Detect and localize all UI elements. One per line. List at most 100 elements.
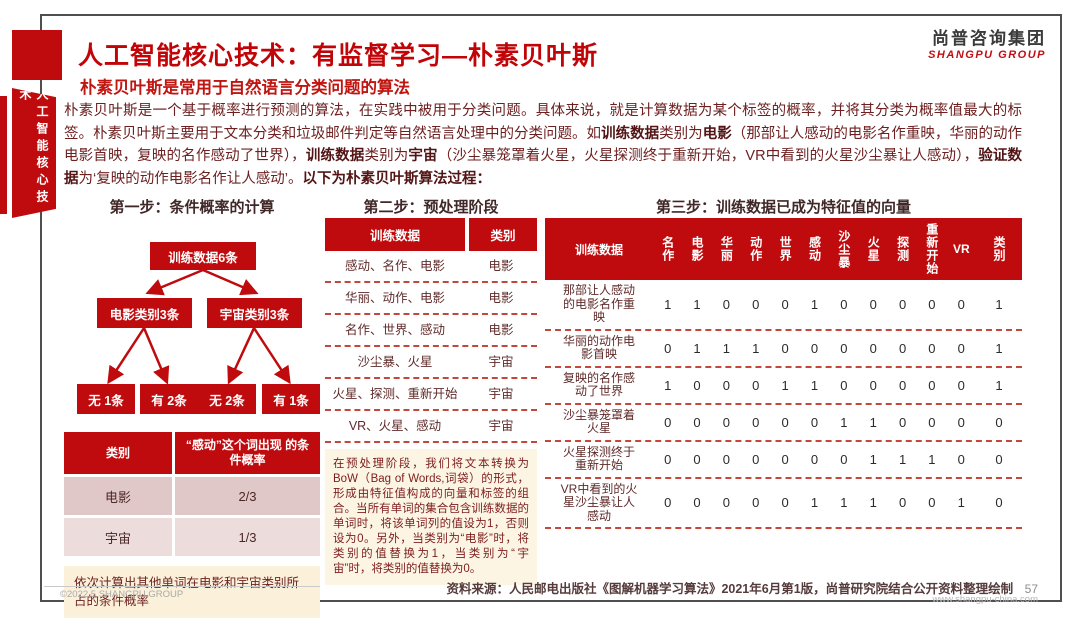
step2-note: 在预处理阶段，我们将文本转换为BoW（Bag of Words,词袋）的形式，形… [325, 449, 537, 585]
table-cell: 宇宙 [488, 418, 514, 433]
matrix-row-label: 沙尘暴笼罩着火星 [562, 407, 635, 435]
matrix-class-cell: 0 [995, 451, 1003, 467]
matrix-value-cell: 0 [722, 495, 731, 511]
table-row: 沙尘暴、火星 宇宙 [325, 347, 537, 379]
flow-root-node: 训练数据6条 [150, 242, 256, 270]
matrix-column-header: 名作 [660, 236, 675, 262]
matrix-row-label: 复映的名作感动了世界 [562, 370, 635, 398]
preprocessing-table: 训练数据 类别 感动、名作、电影 电影 华丽、动作、电影 电影 名作、世界、感动 电影 沙尘… [325, 218, 537, 443]
matrix-value-cell: 0 [752, 451, 760, 467]
matrix-value-cell: 1 [664, 296, 672, 312]
sidebar-ribbon-label: 人工智能核心技术 [18, 88, 49, 207]
matrix-value-cell: 1 [781, 377, 789, 393]
page-number: 57 [1024, 582, 1038, 596]
table-row: 名作、世界、感动 电影 [325, 315, 537, 347]
step1-flowchart: 训练数据6条 电影类别3条 宇宙类别3条 无 1条 有 2条 无 2条 有 1条 [64, 216, 320, 424]
matrix-value-cell: 0 [928, 414, 936, 430]
matrix-column-header: 世界 [778, 236, 793, 262]
page-subtitle: 朴素贝叶斯是常用于自然语言分类问题的算法 [80, 79, 410, 97]
matrix-row: 华丽的动作电影首映 0 1 1 1 0 0 0 0 0 0 0 1 [545, 331, 1022, 368]
table-cell: 电影 [488, 290, 514, 305]
matrix-value-cell: 0 [898, 296, 907, 312]
table-cell: VR、火星、感动 [348, 418, 442, 433]
table-row: VR、火星、感动 宇宙 [325, 411, 537, 443]
matrix-value-cell: 0 [928, 340, 936, 356]
table-header-cell: 训练数据 [325, 218, 465, 251]
table-row: 火星、探测、重新开始 宇宙 [325, 379, 537, 411]
matrix-column-header: VR [952, 242, 970, 256]
step2-column: 第二步：预处理阶段 训练数据 类别 感动、名作、电影 电影 华丽、动作、电影 电影 名作… [325, 196, 537, 585]
intro-segment: 以下为朴素贝叶斯算法过程： [302, 170, 491, 187]
matrix-value-cell: 0 [722, 377, 731, 393]
matrix-value-cell: 0 [810, 451, 819, 467]
matrix-value-cell: 0 [664, 495, 672, 511]
matrix-row: VR中看到的火星沙尘暴让人感动 0 0 0 0 0 1 1 1 0 0 1 0 [545, 479, 1022, 529]
matrix-row: 那部让人感动的电影名作重映 1 1 0 0 0 1 0 0 0 0 0 1 [545, 280, 1022, 331]
matrix-value-cell: 0 [693, 414, 701, 430]
matrix-class-cell: 0 [995, 414, 1003, 430]
matrix-value-cell: 0 [664, 414, 672, 430]
matrix-value-cell: 0 [928, 377, 936, 393]
matrix-value-cell: 0 [722, 296, 731, 312]
step3-heading: 第三步：训练数据已成为特征值的向量 [655, 199, 911, 216]
matrix-value-cell: 0 [752, 414, 760, 430]
matrix-value-cell: 0 [840, 377, 848, 393]
table-cell: 沙尘暴、火星 [357, 354, 433, 369]
matrix-value-cell: 0 [898, 377, 907, 393]
matrix-value-cell: 1 [722, 340, 731, 356]
intro-segment: 训练数据 [601, 125, 660, 142]
table-cell: 感动、名作、电影 [344, 258, 445, 273]
matrix-value-cell: 0 [869, 340, 877, 356]
matrix-column-header: 重新开始 [924, 223, 939, 275]
step3-column: 第三步：训练数据已成为特征值的向量 训练数据 名作 电影 华丽 动作 世界 感动 沙尘暴 火星探… [545, 196, 1022, 529]
matrix-row-label: 那部让人感动的电影名作重映 [562, 283, 635, 324]
page-title: 人工智能核心技术：有监督学习—朴素贝叶斯 [78, 42, 599, 70]
matrix-column-header: 沙尘暴 [836, 229, 851, 269]
sidebar-red-block [12, 30, 62, 80]
table-row: 电影 2/3 [64, 477, 320, 515]
matrix-column-header: 训练数据 [574, 242, 623, 257]
matrix-column-header: 火星 [866, 236, 881, 262]
matrix-row-label: VR中看到的火星沙尘暴让人感动 [560, 481, 638, 523]
matrix-value-cell: 0 [869, 296, 877, 312]
intro-segment: 验证数据 [64, 148, 1023, 187]
table-cell: 宇宙 [488, 354, 514, 369]
matrix-value-cell: 1 [928, 451, 936, 467]
matrix-value-cell: 0 [810, 414, 819, 430]
matrix-value-cell: 0 [898, 495, 907, 511]
flowchart-arrows [107, 268, 291, 385]
table-header-cell: 类别 [469, 218, 537, 251]
matrix-value-cell: 0 [957, 377, 965, 393]
matrix-value-cell: 1 [810, 377, 819, 393]
intro-segment: 类别为 [364, 148, 409, 164]
matrix-value-cell: 1 [869, 451, 877, 467]
table-cell: 2/3 [175, 477, 320, 515]
flow-leaf-node: 有 2条 [140, 384, 198, 414]
matrix-column-header: 探测 [895, 236, 910, 262]
matrix-value-cell: 0 [752, 495, 760, 511]
company-logo: 尚普咨询集团 SHANGPU GROUP [928, 24, 1046, 61]
matrix-value-cell: 0 [898, 414, 907, 430]
matrix-value-cell: 0 [840, 451, 848, 467]
intro-segment: 为‘复映的动作电影名作让人感动’。 [78, 170, 303, 187]
matrix-column-header: 类别 [991, 236, 1006, 262]
step2-heading: 第二步：预处理阶段 [363, 199, 499, 216]
matrix-value-cell: 0 [810, 340, 819, 356]
matrix-value-cell: 0 [722, 414, 731, 430]
table-cell: 火星、探测、重新开始 [332, 386, 458, 401]
matrix-value-cell: 0 [693, 495, 701, 511]
table-cell: 宇宙 [64, 518, 172, 556]
table-cell: 电影 [488, 258, 514, 273]
intro-segment: 类别为 [659, 125, 703, 142]
matrix-column-header: 动作 [748, 236, 763, 262]
matrix-class-cell: 1 [995, 377, 1003, 393]
matrix-column-header: 华丽 [719, 236, 734, 262]
flow-leaf-node: 无 2条 [198, 384, 256, 414]
flow-leaf-node: 无 1条 [77, 384, 135, 414]
matrix-value-cell: 0 [869, 377, 877, 393]
matrix-class-cell: 1 [995, 340, 1003, 356]
matrix-value-cell: 1 [693, 296, 701, 312]
matrix-value-cell: 0 [664, 340, 672, 356]
step1-column: 第一步：条件概率的计算 训练数据6条 电影类别3条 宇宙类别3条 无 1条 有 … [64, 196, 320, 618]
